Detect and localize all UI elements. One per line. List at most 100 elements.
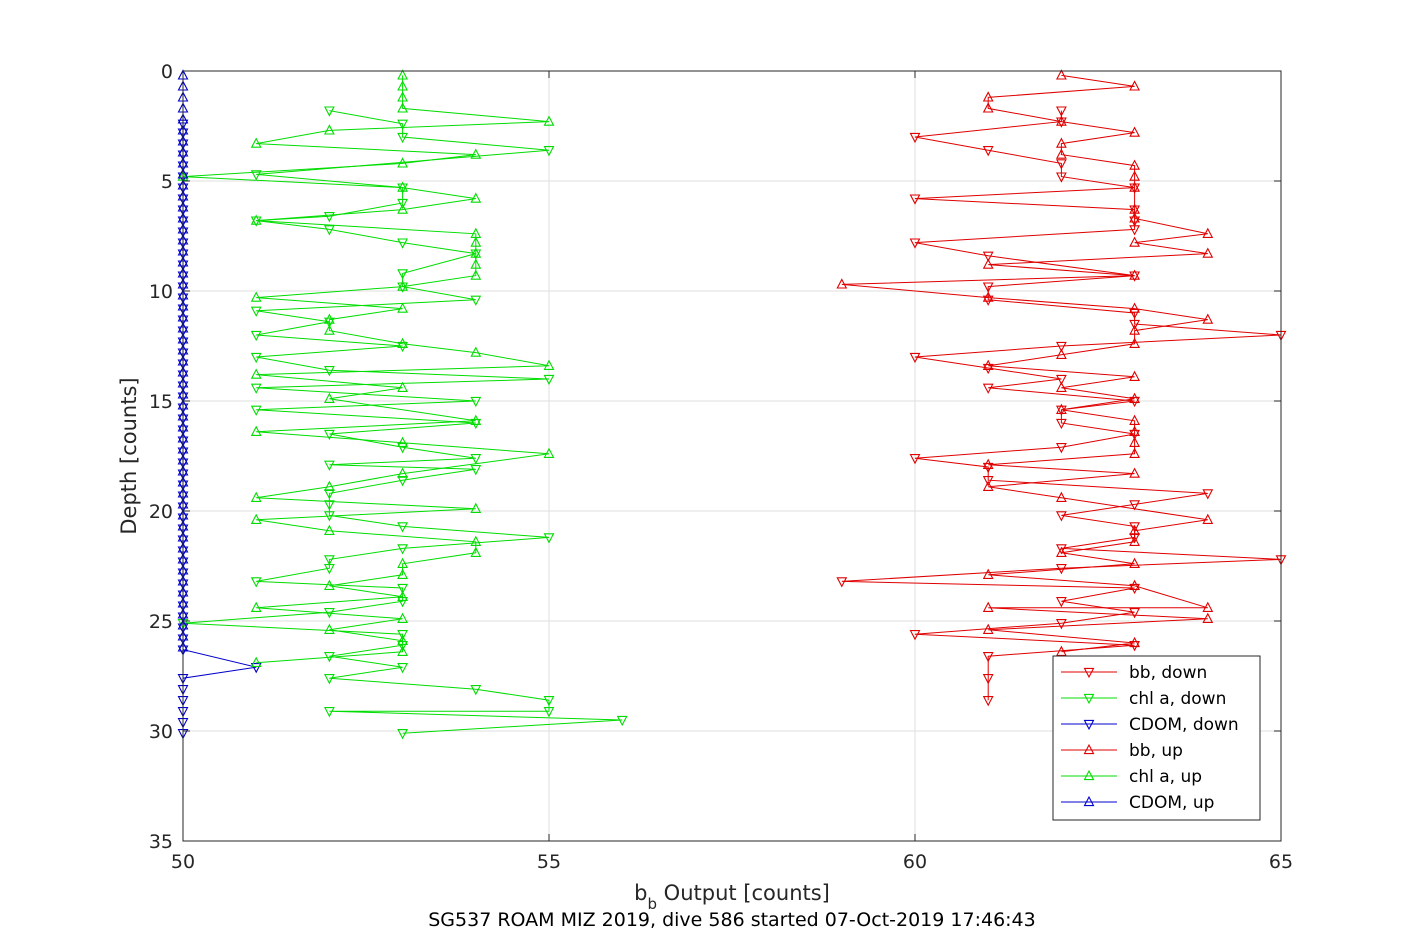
axes-box — [182, 70, 1282, 842]
data-point-marker — [397, 91, 409, 102]
data-point-marker — [1129, 308, 1141, 320]
data-point-marker — [323, 564, 335, 575]
data-point-marker — [470, 247, 482, 258]
legend-entry: chl a, up — [1061, 767, 1202, 787]
data-point-marker — [1129, 159, 1141, 170]
data-point-marker — [1202, 227, 1214, 238]
data-point-marker — [543, 359, 555, 370]
data-point-marker — [1055, 381, 1067, 392]
data-point-marker — [323, 317, 335, 328]
data-point-marker — [1129, 337, 1141, 348]
data-point-marker — [323, 623, 335, 634]
data-point-marker — [1055, 148, 1067, 159]
x-tick-label: 50 — [171, 851, 195, 873]
data-point-marker — [543, 696, 555, 707]
data-point-marker — [543, 533, 555, 544]
data-point-marker — [397, 612, 409, 623]
data-point-marker — [250, 577, 262, 588]
legend-entry: chl a, down — [1061, 689, 1226, 709]
data-point-marker — [909, 454, 921, 465]
data-point-marker — [982, 652, 994, 663]
data-point-marker — [323, 392, 335, 403]
data-point-marker — [470, 269, 482, 280]
data-point-marker — [397, 597, 409, 608]
data-point-marker — [1129, 579, 1141, 590]
axis-ticks: 50 55 60 65 0 5 10 15 20 25 30 35 — [149, 61, 1293, 873]
data-point-marker — [909, 132, 921, 144]
data-point-marker — [397, 157, 409, 168]
x-tick-label: 55 — [537, 851, 561, 873]
data-point-marker — [1055, 544, 1067, 555]
data-point-marker — [1129, 467, 1141, 478]
data-point-marker — [397, 467, 409, 478]
legend-label: bb, down — [1129, 663, 1207, 683]
data-point-marker — [470, 258, 482, 269]
data-point-marker — [982, 462, 994, 474]
data-point-marker — [1129, 236, 1141, 247]
x-axis-label-rest: Output [counts] — [657, 881, 830, 905]
data-point-marker — [397, 634, 409, 645]
data-point-marker — [397, 341, 409, 353]
data-point-marker — [470, 346, 482, 357]
data-point-marker — [982, 291, 994, 302]
chart-caption: SG537 ROAM MIZ 2019, dive 586 started 07… — [428, 909, 1035, 931]
data-point-marker — [397, 630, 409, 641]
data-point-marker — [397, 381, 409, 392]
legend-label: CDOM, down — [1129, 715, 1239, 735]
data-point-marker — [397, 583, 409, 595]
data-point-marker — [982, 295, 994, 306]
x-tick-label: 65 — [1269, 851, 1293, 873]
data-point-marker — [1129, 636, 1141, 648]
y-tick-label: 5 — [161, 171, 173, 193]
data-point-marker — [1055, 491, 1067, 502]
data-point-marker — [982, 282, 994, 293]
data-point-marker — [1055, 645, 1067, 656]
data-point-marker — [397, 557, 409, 568]
data-point-marker — [323, 524, 335, 535]
data-point-marker — [1129, 319, 1141, 331]
data-point-marker — [543, 447, 555, 458]
data-point-marker — [470, 465, 482, 476]
data-point-marker — [1055, 159, 1067, 170]
data-point-marker — [470, 295, 482, 306]
data-point-marker — [1129, 324, 1141, 335]
data-point-marker — [1055, 418, 1067, 430]
data-point-marker — [250, 491, 262, 502]
data-point-marker — [470, 236, 482, 247]
data-point-marker — [909, 194, 921, 205]
data-point-marker — [1202, 612, 1214, 623]
data-point-marker — [982, 102, 994, 113]
x-axis-label: bb Output [counts] — [634, 881, 830, 913]
data-point-marker — [1129, 170, 1141, 181]
data-point-marker — [1129, 126, 1141, 137]
series-bb-up — [836, 69, 1214, 656]
data-point-marker — [470, 148, 482, 159]
data-point-marker — [250, 330, 262, 342]
data-point-marker — [470, 192, 482, 203]
data-point-marker — [1129, 557, 1141, 568]
data-point-marker — [323, 579, 335, 590]
data-point-marker — [397, 337, 409, 348]
y-tick-label: 0 — [161, 61, 173, 83]
data-point-marker — [1129, 212, 1141, 223]
y-tick-label: 15 — [149, 391, 173, 413]
data-point-marker — [543, 374, 555, 386]
data-point-marker — [982, 363, 994, 375]
data-point-marker — [470, 414, 482, 425]
data-point-marker — [250, 663, 262, 674]
data-point-marker — [1055, 546, 1067, 557]
data-point-marker — [543, 115, 555, 126]
x-axis-label-subscript: b — [647, 895, 657, 913]
data-point-marker — [1129, 524, 1141, 535]
data-point-marker — [397, 203, 409, 214]
data-point-marker — [397, 436, 409, 447]
data-point-marker — [982, 251, 994, 262]
legend-label: chl a, down — [1129, 689, 1226, 709]
data-point-marker — [1129, 500, 1141, 511]
data-point-marker — [323, 674, 335, 685]
data-point-marker — [982, 146, 994, 157]
data-point-marker — [323, 429, 335, 441]
data-point-marker — [397, 544, 409, 555]
data-point-marker — [1202, 489, 1214, 500]
data-point-marker — [1055, 443, 1067, 454]
